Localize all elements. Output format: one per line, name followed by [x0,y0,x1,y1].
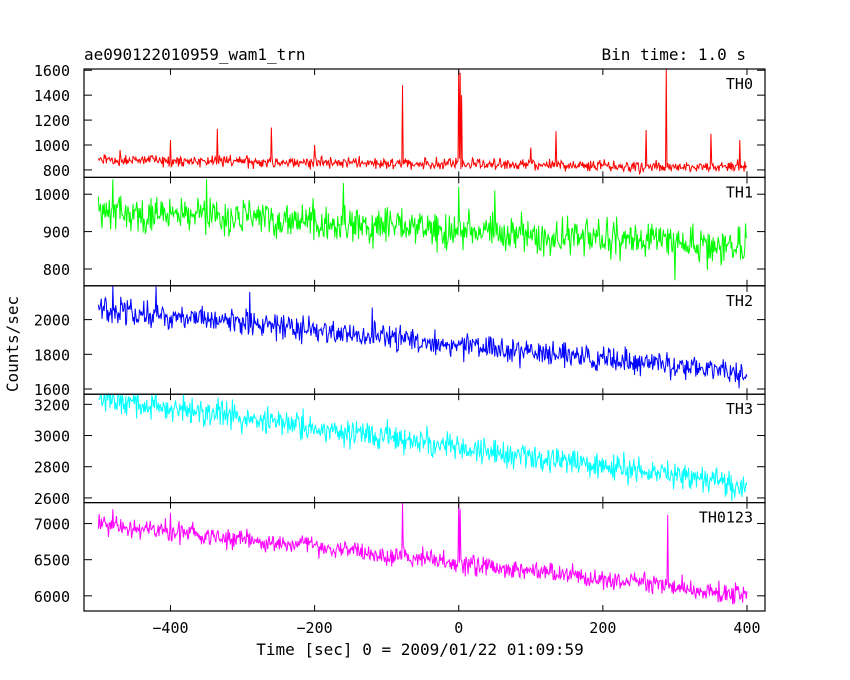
y-tick-label: 1400 [34,87,70,105]
y-tick-label: 2000 [34,312,70,330]
panel-th3: 2600 2800 3000 3200 TH3 [34,393,766,508]
y-tick-label: 6000 [34,588,70,606]
panel-label: TH0 [726,75,753,93]
y-tick-label: 1000 [34,137,70,155]
y-tick-label: 3200 [34,396,70,414]
x-tick-label: 0 [454,619,463,637]
x-tick-label: −200 [297,619,333,637]
panel-th1: 800 900 1000 TH1 [34,176,766,287]
series-th0123 [97,502,748,606]
series-th0 [97,69,748,176]
x-tick-label: −400 [152,619,188,637]
series-th2 [97,285,748,389]
x-tick-label: 200 [589,619,616,637]
y-tick-label: 6500 [34,552,70,570]
series-th1 [97,179,748,281]
panel-frame [83,393,766,504]
panel-label: TH0123 [699,509,753,527]
y-tick-label: 2600 [34,490,70,508]
y-tick-label: 1800 [34,346,70,364]
chart-title: ae090122010959_wam1_trn [84,45,306,64]
y-tick-label: 1000 [34,186,70,204]
panel-label: TH2 [726,292,753,310]
panel-frame [83,502,766,612]
y-tick-label: 3000 [34,428,70,446]
y-tick-label: 2800 [34,459,70,477]
y-tick-label: 800 [43,261,70,279]
panel-th0: 800 1000 1200 1400 1600 TH0 [34,62,766,180]
y-tick-label: 7000 [34,516,70,534]
panel-th2: 1600 1800 2000 TH2 [34,285,766,399]
y-axis-label: Counts/sec [3,296,22,392]
x-tick-label: 400 [733,619,760,637]
panel-th0123: 6000 6500 7000 TH0123 [34,502,766,612]
y-tick-label: 1200 [34,112,70,130]
bin-time-label: Bin time: 1.0 s [602,45,747,64]
panel-label: TH3 [726,400,753,418]
panel-label: TH1 [726,183,753,201]
x-axis-label: Time [sec] 0 = 2009/01/22 01:09:59 [256,640,584,659]
y-tick-label: 1600 [34,62,70,80]
series-th3 [98,394,748,502]
y-tick-label: 800 [43,162,70,180]
y-tick-label: 900 [43,224,70,242]
y-tick-label: 1600 [34,381,70,399]
